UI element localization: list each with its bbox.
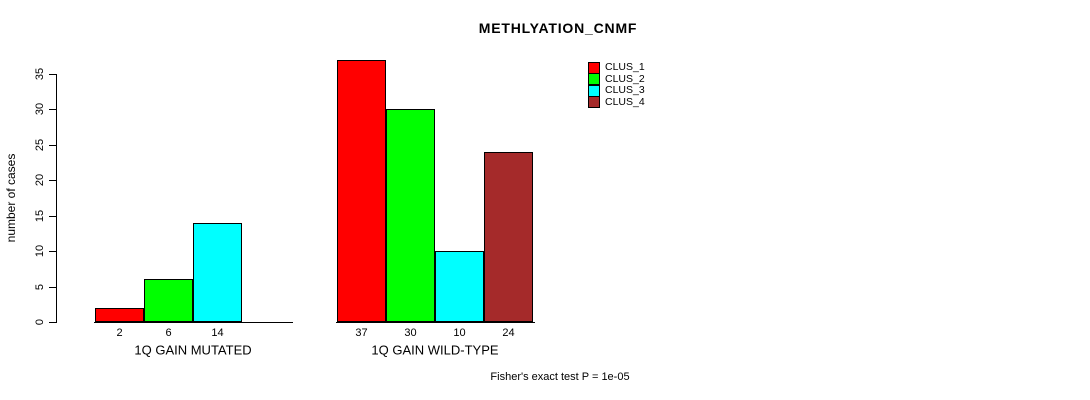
bar-value-label: 30 xyxy=(404,327,417,339)
group-label: 1Q GAIN WILD-TYPE xyxy=(371,342,499,358)
bar-clus_4 xyxy=(484,152,533,322)
legend-swatch-clus_1 xyxy=(588,61,600,74)
legend-swatch-clus_3 xyxy=(588,84,600,97)
legend-item: CLUS_4 xyxy=(588,95,645,109)
y-tick-label: 10 xyxy=(34,245,46,258)
bar-clus_2 xyxy=(386,109,435,322)
bar-value-label: 14 xyxy=(211,327,224,339)
bar-value-label: 6 xyxy=(165,327,172,339)
y-axis-tick xyxy=(49,286,56,288)
y-axis-line xyxy=(56,74,57,323)
bar-value-label: 10 xyxy=(453,327,466,339)
chart-title: METHLYATION_CNMF xyxy=(478,20,638,36)
y-axis-tick xyxy=(49,109,56,111)
bar-clus_3 xyxy=(193,223,242,322)
y-axis-tick xyxy=(49,215,56,217)
legend-label: CLUS_3 xyxy=(605,84,645,97)
y-axis-label: number of cases xyxy=(4,153,18,243)
y-axis-tick xyxy=(49,74,56,75)
y-tick-label: 15 xyxy=(34,209,46,222)
legend: CLUS_1 CLUS_2 CLUS_3 CLUS_4 xyxy=(588,61,645,109)
y-tick-label: 5 xyxy=(34,283,46,290)
y-tick-label: 35 xyxy=(34,67,46,81)
y-tick-label: 0 xyxy=(34,318,46,326)
legend-label: CLUS_4 xyxy=(605,95,645,108)
bar-clus_3 xyxy=(435,251,484,322)
y-axis-tick xyxy=(49,251,56,253)
y-tick-label: 30 xyxy=(34,103,46,116)
bar-value-label: 2 xyxy=(116,327,123,339)
bar-value-label: 24 xyxy=(502,327,515,339)
x-axis-line xyxy=(336,322,535,323)
bar-clus_1 xyxy=(337,60,386,322)
bar-value-label: 37 xyxy=(355,327,368,339)
group-label: 1Q GAIN MUTATED xyxy=(134,342,252,358)
legend-item: CLUS_1 xyxy=(588,61,645,74)
y-tick-label: 20 xyxy=(34,174,46,187)
legend-item: CLUS_3 xyxy=(588,84,645,97)
bar-clus_1 xyxy=(95,308,144,322)
legend-label: CLUS_2 xyxy=(605,72,645,85)
y-axis-tick xyxy=(49,322,56,323)
legend-label: CLUS_1 xyxy=(605,61,645,74)
y-axis-tick xyxy=(49,144,56,146)
y-axis-tick xyxy=(49,180,56,182)
legend-swatch-clus_4 xyxy=(588,96,600,109)
annotation-text: Fisher's exact test P = 1e-05 xyxy=(490,371,630,383)
legend-swatch-clus_2 xyxy=(588,73,600,86)
x-axis-line xyxy=(94,322,293,323)
bar-clus_2 xyxy=(144,279,193,322)
y-tick-label: 25 xyxy=(34,138,46,151)
